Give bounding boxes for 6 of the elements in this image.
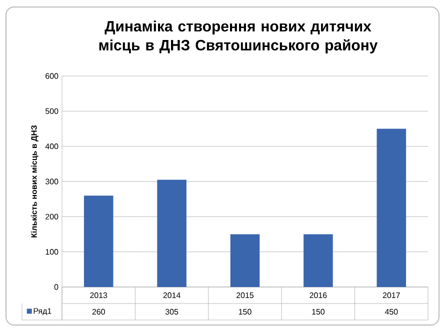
bar — [376, 128, 406, 287]
bar — [230, 234, 260, 287]
bar — [304, 234, 333, 287]
bar — [157, 180, 186, 287]
bar — [84, 196, 114, 287]
chart-title: Динаміка створення нових дитячих місць в ДНЗ Святошинського району — [99, 20, 378, 54]
